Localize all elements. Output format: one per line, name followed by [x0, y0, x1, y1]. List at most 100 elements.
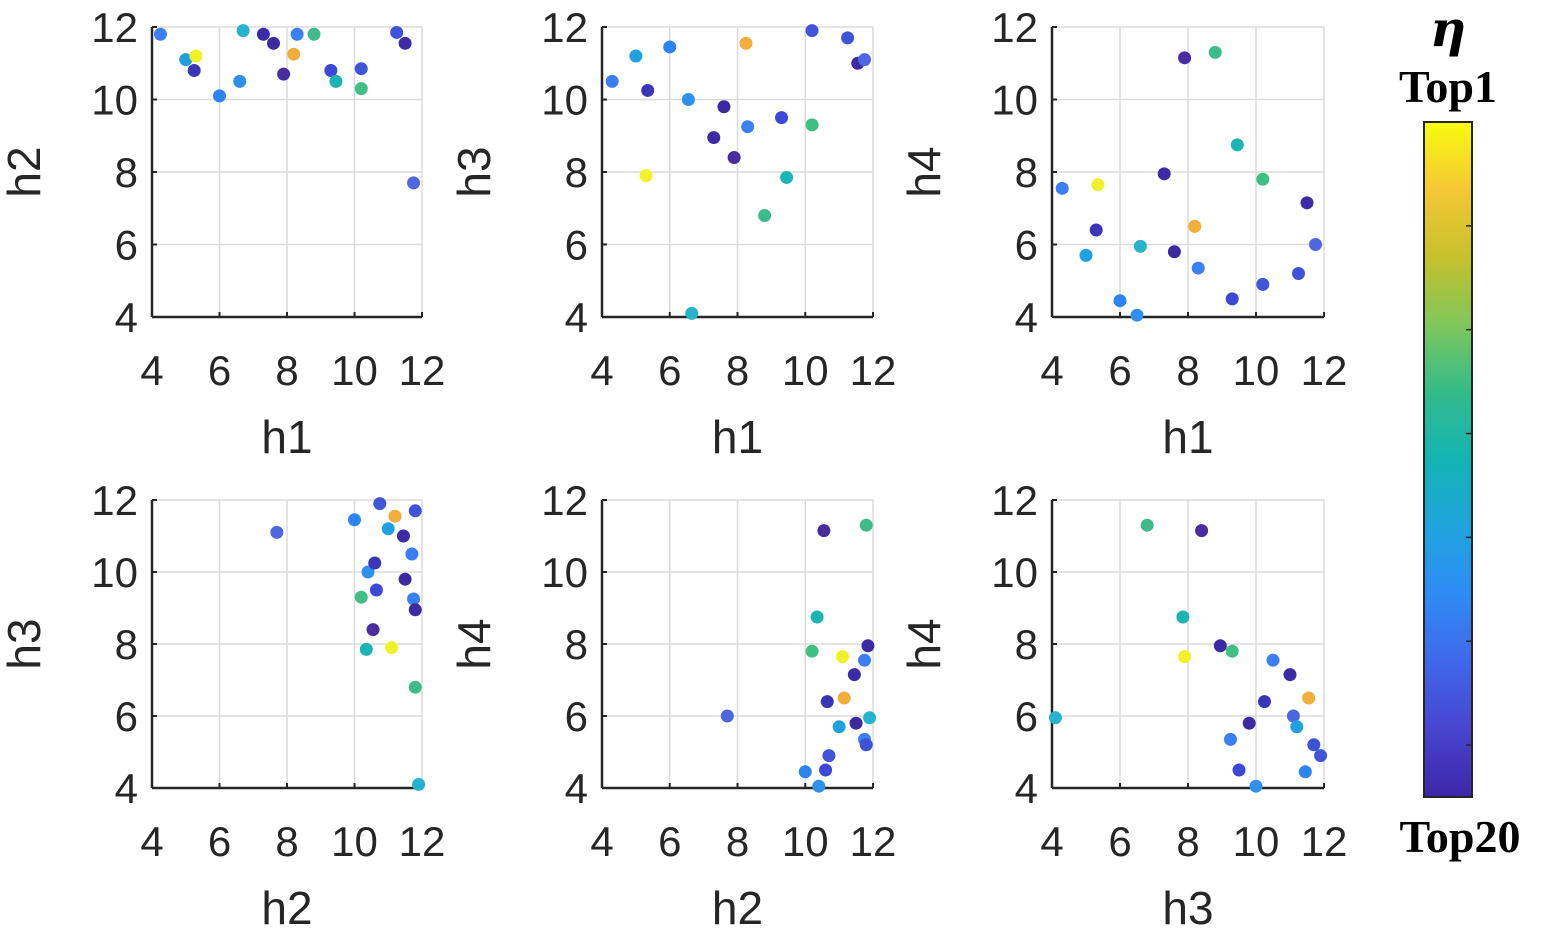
scatter-point: [859, 738, 873, 752]
scatter-point: [307, 27, 321, 41]
scatter-point: [1130, 308, 1144, 322]
scatter-point: [408, 504, 422, 518]
scatter-point: [1300, 196, 1314, 210]
y-tick-label: 10: [991, 77, 1038, 124]
y-tick-label: 6: [1015, 222, 1038, 269]
y-tick-label: 4: [1015, 294, 1038, 341]
scatter-point: [819, 763, 833, 777]
x-tick-label: 6: [1108, 818, 1131, 865]
scatter-point: [1208, 45, 1222, 59]
x-tick-label: 4: [590, 347, 613, 394]
scatter-point: [277, 67, 291, 81]
scatter-point: [841, 31, 855, 45]
y-tick-label: 8: [1015, 621, 1038, 668]
scatter-point: [641, 83, 655, 97]
scatter-point: [236, 24, 250, 38]
scatter-point: [1256, 172, 1270, 186]
y-tick-label: 8: [115, 621, 138, 668]
scatter-point: [1242, 716, 1256, 730]
x-tick-label: 12: [850, 818, 897, 865]
y-axis-label: h4: [448, 618, 500, 669]
x-tick-label: 8: [275, 818, 298, 865]
y-tick-label: 8: [115, 149, 138, 196]
scatter-point: [1133, 239, 1147, 253]
scatter-point: [270, 525, 284, 539]
y-tick-label: 10: [991, 549, 1038, 596]
y-tick-label: 6: [115, 222, 138, 269]
x-tick-label: 6: [658, 818, 681, 865]
scatter-point: [256, 27, 270, 41]
scatter-point: [1089, 223, 1103, 237]
x-axis-label: h1: [261, 411, 312, 463]
scatter-point: [836, 650, 850, 664]
x-tick-label: 6: [208, 347, 231, 394]
x-tick-label: 8: [275, 347, 298, 394]
scatter-point: [1176, 610, 1190, 624]
x-tick-label: 4: [140, 347, 163, 394]
x-tick-label: 8: [1176, 818, 1199, 865]
scatter-point: [290, 27, 304, 41]
scatter-point: [837, 691, 851, 705]
y-tick-label: 6: [565, 222, 588, 269]
scatter-point: [798, 765, 812, 779]
scatter-point: [396, 529, 410, 543]
scatter-point: [775, 111, 789, 125]
scatter-point: [720, 709, 734, 723]
scatter-point: [863, 711, 877, 725]
scatter-point: [267, 36, 280, 50]
y-axis-label: h4: [898, 618, 950, 669]
y-tick-label: 8: [565, 621, 588, 668]
scatter-point: [1298, 765, 1312, 779]
y-tick-label: 12: [541, 4, 588, 51]
scatter-point: [373, 497, 387, 511]
scatter-point: [398, 572, 412, 586]
y-tick-label: 4: [565, 765, 588, 812]
scatter-point: [329, 74, 343, 88]
x-tick-label: 4: [590, 818, 613, 865]
scatter-point: [1249, 779, 1263, 793]
scatter-point: [847, 668, 861, 682]
y-axis-label: h2: [0, 146, 50, 197]
scatter-point: [1290, 720, 1304, 734]
scatter-point: [812, 779, 826, 793]
scatter-point: [758, 209, 772, 222]
scatter-point: [849, 716, 863, 730]
scatter-point: [381, 522, 395, 536]
scatter-point: [1225, 644, 1239, 658]
y-tick-label: 10: [541, 549, 588, 596]
colorbar-bottom-label: Top20: [1399, 811, 1520, 862]
x-tick-label: 10: [1233, 347, 1280, 394]
scatter-point: [805, 644, 819, 658]
x-tick-label: 12: [399, 818, 446, 865]
scatter-point: [780, 170, 794, 184]
scatter-point: [1079, 248, 1093, 262]
scatter-point: [820, 695, 834, 709]
y-tick-label: 4: [1015, 765, 1038, 812]
scatter-point: [1283, 668, 1297, 682]
scatter-point: [805, 118, 819, 132]
x-tick-label: 10: [782, 818, 829, 865]
scatter-point: [1307, 738, 1321, 752]
scatter-point: [368, 556, 382, 570]
scatter-point: [390, 25, 404, 39]
scatter-point: [1232, 763, 1246, 777]
scatter-point: [179, 53, 193, 67]
x-axis-label: h3: [1162, 882, 1213, 934]
x-axis-label: h1: [712, 411, 763, 463]
scatter-point: [1178, 51, 1192, 65]
x-tick-label: 12: [399, 347, 446, 394]
scatter-point: [810, 610, 824, 624]
y-tick-label: 10: [91, 77, 138, 124]
scatter-point: [1258, 695, 1271, 709]
scatter-point: [1055, 181, 1069, 195]
scatter-point: [685, 306, 699, 320]
scatter-point: [727, 151, 741, 164]
scatter-point: [1266, 653, 1280, 667]
scatter-point: [1314, 749, 1328, 763]
x-tick-label: 4: [140, 818, 163, 865]
scatter-point: [859, 518, 873, 532]
y-axis-label: h3: [448, 146, 500, 197]
